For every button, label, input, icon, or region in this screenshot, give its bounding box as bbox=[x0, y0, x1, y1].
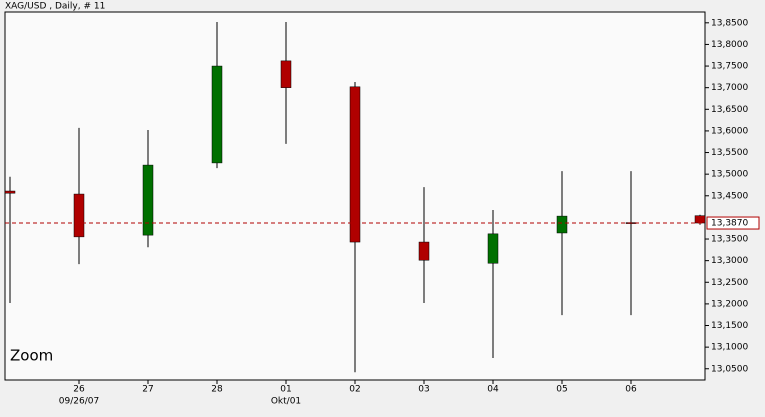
y-tick-label: 13,6500 bbox=[711, 105, 748, 115]
x-tick-label: 05 bbox=[556, 385, 567, 395]
y-tick-label: 13,6000 bbox=[711, 126, 748, 136]
x-tick-label: 03 bbox=[418, 385, 429, 395]
candle-body bbox=[694, 215, 706, 224]
y-tick-label: 13,7500 bbox=[711, 62, 748, 72]
y-tick-label: 13,2500 bbox=[711, 278, 748, 288]
candle-body bbox=[280, 60, 292, 88]
chart-title: XAG/USD , Daily, # 11 bbox=[5, 2, 105, 12]
y-tick-label: 13,7000 bbox=[711, 83, 748, 93]
y-tick-label: 13,4500 bbox=[711, 191, 748, 201]
y-tick-label: 13,1500 bbox=[711, 321, 748, 331]
x-tick-label: 28 bbox=[211, 385, 223, 395]
x-tick-label: 06 bbox=[625, 385, 637, 395]
candle-body bbox=[4, 190, 16, 194]
x-tick-label: 02 bbox=[349, 385, 360, 395]
candle-body bbox=[418, 241, 430, 261]
x-sublabel: 09/26/07 bbox=[59, 397, 99, 407]
x-tick-label: 01 bbox=[280, 385, 291, 395]
candle-body bbox=[142, 164, 154, 236]
y-tick-label: 13,5000 bbox=[711, 170, 748, 180]
y-tick-label: 13,0500 bbox=[711, 364, 748, 374]
annotation: Zoom bbox=[10, 347, 53, 365]
y-tick-label: 13,8000 bbox=[711, 40, 748, 50]
candle-body bbox=[349, 86, 361, 243]
current-price-box bbox=[706, 216, 760, 230]
current-price-label: 13,3870 bbox=[711, 219, 748, 229]
x-tick-label: 26 bbox=[73, 385, 85, 395]
y-tick-label: 13,1000 bbox=[711, 343, 748, 353]
x-tick-label: 04 bbox=[487, 385, 499, 395]
candle-body bbox=[487, 233, 499, 264]
y-tick-label: 13,2000 bbox=[711, 299, 748, 309]
candle-body bbox=[211, 65, 223, 164]
candle-body bbox=[73, 193, 85, 238]
x-tick-label: 27 bbox=[142, 385, 153, 395]
y-tick-label: 13,8500 bbox=[711, 18, 748, 28]
x-sublabel: Okt/01 bbox=[271, 397, 301, 407]
y-tick-label: 13,3500 bbox=[711, 235, 748, 245]
candle-body bbox=[556, 215, 568, 234]
y-tick-label: 13,3000 bbox=[711, 256, 748, 266]
y-tick-label: 13,5500 bbox=[711, 148, 748, 158]
